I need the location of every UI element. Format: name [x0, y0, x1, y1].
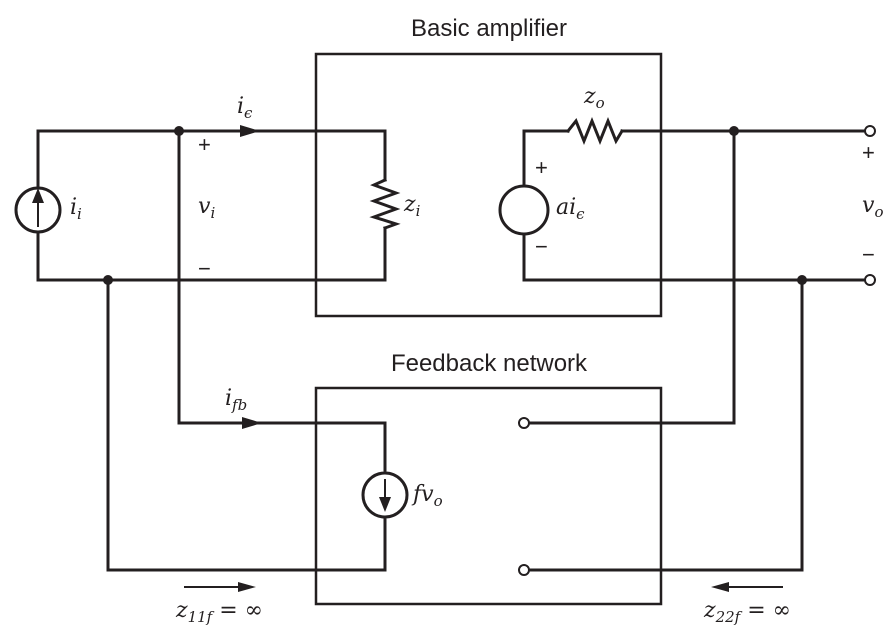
feedback-current-source — [361, 471, 409, 519]
junction-dot — [103, 275, 113, 285]
ie-label: iϵ — [237, 94, 253, 122]
ifb-label: ifb — [225, 386, 247, 414]
feedback-input-top-wire — [177, 129, 387, 472]
feedback-port-terminal-bottom — [518, 564, 530, 576]
feedback-network-title: Feedback network — [391, 350, 588, 377]
vi-minus-sign: − — [198, 256, 211, 281]
output-terminal-plus — [864, 125, 876, 137]
aie-label: aiϵ — [556, 195, 585, 223]
zo-resistor — [565, 116, 625, 146]
basic-amplifier-title: Basic amplifier — [411, 15, 567, 42]
ifb-arrow — [242, 417, 262, 429]
junction-dot — [174, 126, 184, 136]
junction-dot — [729, 126, 739, 136]
source-minus-sign: − — [535, 234, 548, 259]
output-top-left-wire — [522, 129, 570, 188]
ii-label: ii — [70, 195, 82, 223]
feedback-input-bottom-wire — [106, 278, 387, 572]
junction-dot — [797, 275, 807, 285]
feedback-network-box — [314, 386, 663, 606]
feedback-output-top-wire — [527, 129, 736, 425]
z11f-arrow — [184, 582, 256, 592]
basic-amplifier-box — [314, 52, 663, 318]
feedback-port-terminal-top — [518, 417, 530, 429]
fvo-label: fvo — [411, 482, 443, 510]
feedback-output-bottom-wire — [527, 278, 804, 572]
vi-label: vi — [198, 194, 215, 222]
source-plus-sign: + — [535, 155, 548, 180]
zi-resistor — [369, 178, 401, 230]
vo-plus-sign: + — [862, 140, 875, 165]
input-bottom-wire — [36, 226, 387, 282]
input-current-source — [14, 186, 62, 234]
zo-label: zo — [583, 84, 605, 112]
output-bottom-wire — [522, 232, 868, 282]
input-top-wire — [36, 129, 387, 190]
z22f-arrow — [711, 582, 783, 592]
dependent-voltage-source — [498, 184, 550, 236]
z11f-label: z11f = ∞ — [175, 598, 263, 626]
vi-plus-sign: + — [198, 132, 211, 157]
vo-minus-sign: − — [862, 242, 875, 267]
vo-label: vo — [862, 193, 883, 221]
zi-label: zi — [403, 192, 421, 220]
output-terminal-minus — [864, 274, 876, 286]
ie-arrow — [240, 125, 260, 137]
z22f-label: z22f = ∞ — [703, 598, 791, 626]
